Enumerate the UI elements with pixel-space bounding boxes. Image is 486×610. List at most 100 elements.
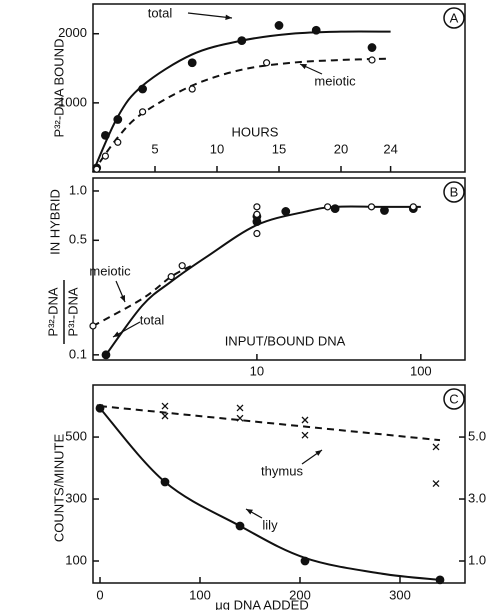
x-tick-label: 5 [151, 141, 158, 156]
x-axis-label: INPUT/BOUND DNA [225, 333, 346, 348]
x-tick-label: 100 [189, 587, 211, 602]
data-point [253, 203, 261, 211]
fit-curve [92, 57, 391, 173]
data-point [89, 322, 97, 330]
arrow-head [246, 509, 253, 515]
data-point [100, 130, 110, 140]
arrow-head [113, 331, 120, 337]
y-tick-label: 2000 [58, 25, 87, 40]
x-axis-label: HOURS [232, 124, 279, 139]
data-point [367, 43, 377, 52]
x-tick-label: 200 [289, 587, 311, 602]
data-point [432, 443, 440, 451]
arrow-head [225, 14, 232, 20]
data-point [161, 402, 169, 410]
label-arrow [187, 12, 233, 19]
x-tick-label: 300 [389, 587, 411, 602]
data-point [301, 416, 309, 424]
panel-label: C [449, 391, 458, 406]
arrow-head [300, 64, 307, 70]
data-point [263, 59, 271, 67]
y-axis-label: IN HYBRID [47, 189, 62, 255]
x-axis-label: μg DNA ADDED [215, 597, 308, 610]
panel-label-circle [443, 7, 465, 29]
x-tick-label: 24 [383, 141, 397, 156]
data-point [253, 229, 261, 238]
x-tick-label: 15 [272, 141, 286, 156]
data-point [160, 477, 170, 487]
y-tick-label: 300 [65, 490, 87, 505]
plot-frame [92, 384, 466, 584]
data-point [101, 152, 110, 160]
data-point [368, 56, 376, 64]
series-label: meiotic [89, 263, 131, 278]
data-point [324, 203, 332, 211]
y-label-denominator: P³¹-DNA [65, 287, 80, 336]
y-tick-label: 100 [65, 552, 87, 567]
data-point [161, 412, 169, 420]
fit-curve [99, 405, 441, 442]
y2-tick-label: 5.0 [468, 428, 486, 443]
data-point [139, 108, 147, 116]
fit-curve [92, 30, 391, 173]
data-point [167, 273, 175, 281]
data-point [300, 556, 310, 566]
y-tick-label: 0.5 [69, 232, 87, 247]
x-tick-label: 20 [334, 141, 348, 156]
data-point [311, 25, 321, 35]
plot-frame [92, 177, 466, 361]
fit-curve [92, 264, 193, 327]
x-tick-label: 0 [96, 587, 103, 602]
data-point [367, 203, 376, 211]
data-point [113, 115, 123, 124]
data-point [252, 217, 262, 227]
panel-label: B [450, 184, 459, 199]
y-tick-label: 1000 [58, 94, 87, 109]
data-point [432, 480, 440, 487]
x-tick-label: 10 [250, 363, 264, 378]
data-point [138, 84, 148, 94]
arrow-head [315, 450, 322, 456]
series-label: meiotic [314, 73, 356, 88]
x-tick-label: 10 [210, 141, 224, 156]
data-point [237, 36, 247, 46]
data-point [93, 165, 101, 173]
y-tick-label: 500 [65, 428, 87, 443]
y-axis-label: P³²-DNA BOUND [51, 39, 66, 138]
data-point [101, 350, 111, 360]
series-label: thymus [261, 463, 303, 478]
data-point [114, 138, 122, 146]
data-point [178, 262, 186, 270]
y-axis-label: COUNTS/MINUTE [51, 434, 66, 543]
series-label: total [140, 312, 165, 327]
panel: 5 10 15 20 24 1000 2000 HOURS P³²-DNA BOUND Atota… [51, 3, 466, 173]
panel-label-circle [443, 181, 465, 203]
y2-tick-label: 3.0 [468, 490, 486, 505]
data-point [235, 521, 245, 531]
y-tick-label: 1.0 [69, 182, 87, 197]
data-point [236, 404, 244, 412]
arrow-head [119, 295, 125, 302]
data-point [330, 204, 340, 214]
data-point [380, 206, 389, 215]
data-point [188, 85, 196, 93]
y-label-numerator: P³²-DNA [45, 287, 60, 336]
data-point [96, 404, 104, 412]
series-label: lily [262, 517, 278, 532]
panel: 10 100 0.1 0.5 1.0 INPUT/BOUND DNA IN HYBRID P³… [45, 177, 466, 378]
y-tick-label: 0.1 [69, 346, 87, 361]
series-label: total [148, 5, 173, 20]
y2-tick-label: 1.0 [468, 552, 486, 567]
fit-curve [99, 407, 441, 581]
data-point [187, 58, 197, 68]
x-tick-label: 100 [410, 363, 432, 378]
data-point [281, 207, 291, 216]
data-point [301, 431, 309, 439]
panel: 0 100 200 300 100 300 500 1.0 3.0 5.0 μg DNA ADDED… [51, 384, 486, 610]
data-point [236, 414, 244, 422]
data-point [274, 21, 284, 30]
data-point [253, 210, 261, 218]
data-point [409, 203, 417, 211]
